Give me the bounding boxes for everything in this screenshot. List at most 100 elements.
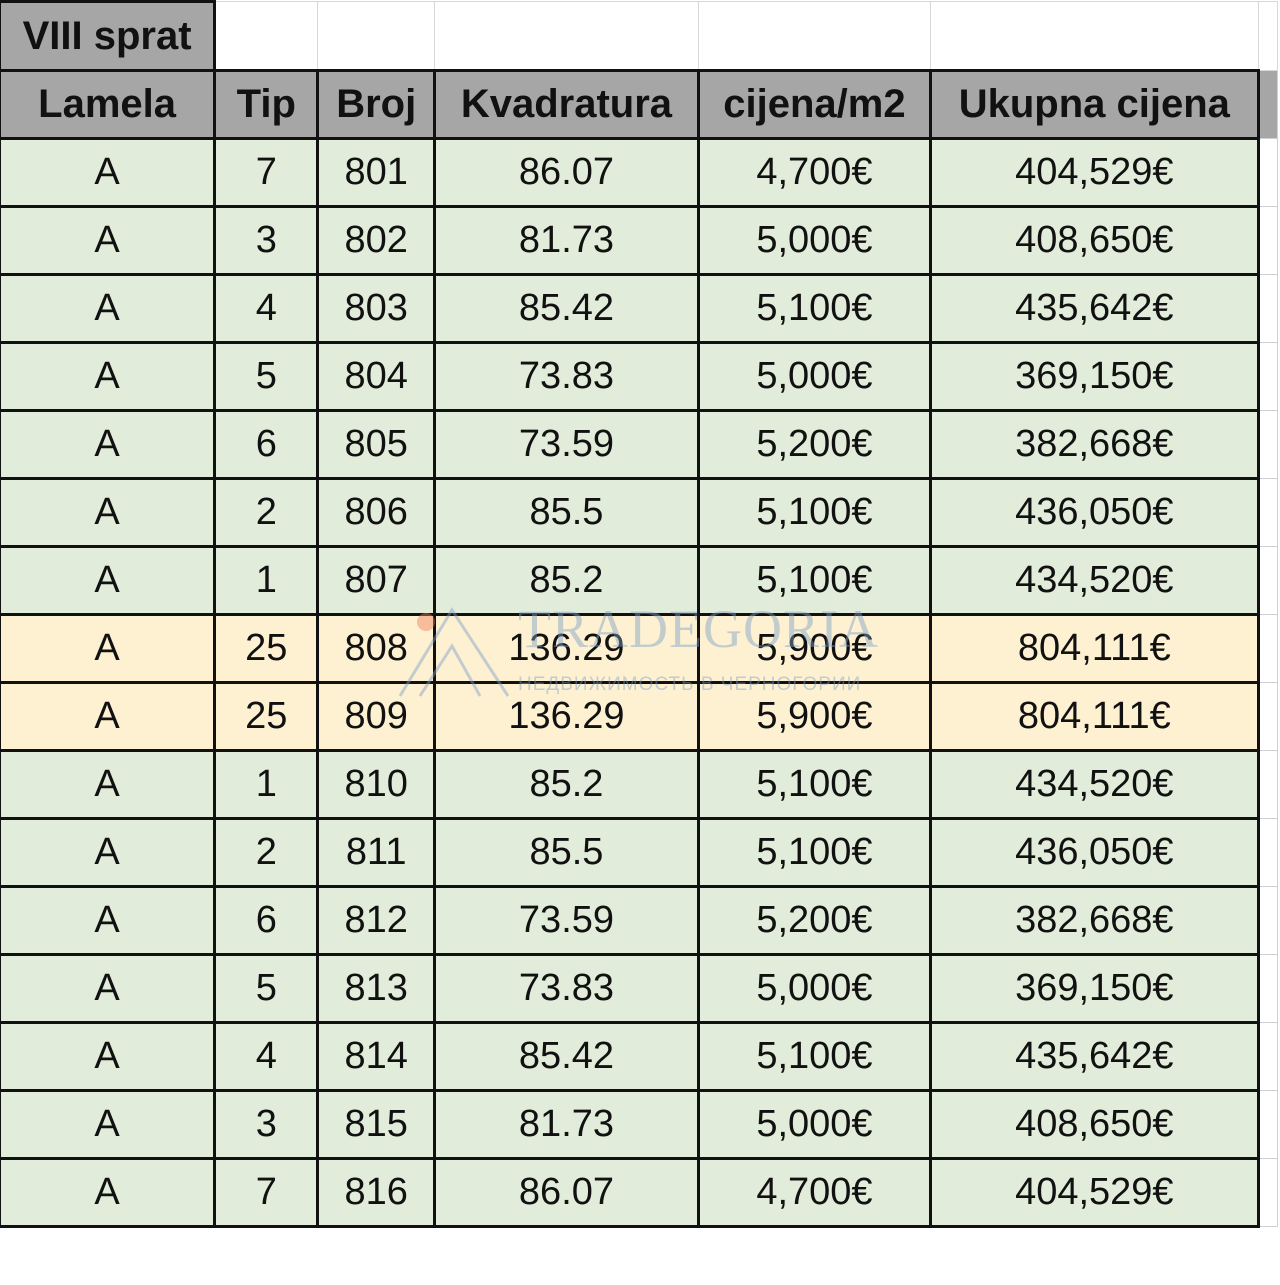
- cell-broj[interactable]: 804: [316, 341, 437, 412]
- cell-tip[interactable]: 2: [213, 817, 320, 888]
- cell-broj[interactable]: 807: [316, 545, 437, 616]
- cell-cijena-m2[interactable]: 5,100€: [696, 1021, 932, 1092]
- cell-kvadratura[interactable]: 85.42: [433, 1021, 700, 1092]
- cell-kvadratura[interactable]: 81.73: [433, 1089, 700, 1160]
- cell-tip[interactable]: 2: [213, 477, 320, 548]
- cell-ukupna-cijena[interactable]: 382,668€: [928, 885, 1260, 956]
- cell-broj[interactable]: 805: [316, 409, 437, 480]
- cell-broj[interactable]: 808: [316, 613, 437, 684]
- column-header-lamela[interactable]: Lamela: [0, 69, 217, 140]
- empty-cell[interactable]: [1256, 954, 1279, 1023]
- cell-tip[interactable]: 7: [213, 137, 320, 208]
- cell-ukupna-cijena[interactable]: 404,529€: [928, 1157, 1260, 1228]
- empty-cell[interactable]: [1256, 478, 1279, 547]
- empty-cell[interactable]: [1256, 1022, 1279, 1091]
- cell-cijena-m2[interactable]: 5,100€: [696, 273, 932, 344]
- cell-lamela[interactable]: A: [0, 273, 217, 344]
- cell-tip[interactable]: 5: [213, 341, 320, 412]
- empty-cell[interactable]: [1256, 206, 1279, 275]
- empty-cell[interactable]: [1256, 750, 1279, 819]
- cell-tip[interactable]: 4: [213, 273, 320, 344]
- empty-cell[interactable]: [1257, 1, 1279, 71]
- cell-kvadratura[interactable]: 81.73: [433, 205, 700, 276]
- cell-broj[interactable]: 803: [316, 273, 437, 344]
- empty-cell[interactable]: [317, 1, 436, 71]
- empty-cell[interactable]: [1256, 614, 1279, 683]
- cell-cijena-m2[interactable]: 5,900€: [696, 613, 932, 684]
- cell-kvadratura[interactable]: 86.07: [433, 137, 700, 208]
- cell-broj[interactable]: 816: [316, 1157, 437, 1228]
- empty-cell[interactable]: [1256, 1090, 1279, 1159]
- cell-cijena-m2[interactable]: 4,700€: [696, 137, 932, 208]
- cell-tip[interactable]: 3: [213, 1089, 320, 1160]
- cell-kvadratura[interactable]: 85.42: [433, 273, 700, 344]
- cell-lamela[interactable]: A: [0, 1089, 217, 1160]
- cell-cijena-m2[interactable]: 5,100€: [696, 545, 932, 616]
- cell-tip[interactable]: 25: [213, 681, 320, 752]
- cell-kvadratura[interactable]: 73.59: [433, 885, 700, 956]
- cell-lamela[interactable]: A: [0, 1021, 217, 1092]
- cell-cijena-m2[interactable]: 5,000€: [696, 341, 932, 412]
- cell-cijena-m2[interactable]: 4,700€: [696, 1157, 932, 1228]
- cell-lamela[interactable]: A: [0, 953, 217, 1024]
- cell-broj[interactable]: 810: [316, 749, 437, 820]
- empty-cell[interactable]: [1256, 410, 1279, 479]
- sheet-title[interactable]: VIII sprat: [0, 0, 217, 72]
- cell-broj[interactable]: 811: [316, 817, 437, 888]
- cell-lamela[interactable]: A: [0, 409, 217, 480]
- cell-cijena-m2[interactable]: 5,000€: [696, 1089, 932, 1160]
- cell-kvadratura[interactable]: 85.2: [433, 749, 700, 820]
- cell-kvadratura[interactable]: 73.83: [433, 953, 700, 1024]
- cell-cijena-m2[interactable]: 5,100€: [696, 477, 932, 548]
- cell-lamela[interactable]: A: [0, 137, 217, 208]
- cell-ukupna-cijena[interactable]: 404,529€: [928, 137, 1260, 208]
- column-header-kvadratura[interactable]: Kvadratura: [433, 69, 700, 140]
- cell-ukupna-cijena[interactable]: 435,642€: [928, 1021, 1260, 1092]
- cell-cijena-m2[interactable]: 5,000€: [696, 953, 932, 1024]
- cell-kvadratura[interactable]: 85.2: [433, 545, 700, 616]
- cell-ukupna-cijena[interactable]: 804,111€: [928, 681, 1260, 752]
- cell-lamela[interactable]: A: [0, 749, 217, 820]
- cell-tip[interactable]: 3: [213, 205, 320, 276]
- cell-cijena-m2[interactable]: 5,900€: [696, 681, 932, 752]
- cell-ukupna-cijena[interactable]: 436,050€: [928, 817, 1260, 888]
- empty-cell[interactable]: [214, 1, 319, 71]
- empty-cell[interactable]: [1256, 886, 1279, 955]
- cell-broj[interactable]: 801: [316, 137, 437, 208]
- cell-tip[interactable]: 6: [213, 885, 320, 956]
- cell-kvadratura[interactable]: 86.07: [433, 1157, 700, 1228]
- cell-broj[interactable]: 812: [316, 885, 437, 956]
- cell-tip[interactable]: 25: [213, 613, 320, 684]
- cell-tip[interactable]: 6: [213, 409, 320, 480]
- cell-tip[interactable]: 7: [213, 1157, 320, 1228]
- cell-kvadratura[interactable]: 85.5: [433, 477, 700, 548]
- cell-cijena-m2[interactable]: 5,200€: [696, 885, 932, 956]
- empty-cell[interactable]: [1256, 274, 1279, 343]
- cell-ukupna-cijena[interactable]: 408,650€: [928, 205, 1260, 276]
- column-header-ukupna-cijena[interactable]: Ukupna cijena: [928, 69, 1260, 140]
- cell-lamela[interactable]: A: [0, 885, 217, 956]
- empty-cell[interactable]: [1256, 546, 1279, 615]
- cell-broj[interactable]: 814: [316, 1021, 437, 1092]
- cell-tip[interactable]: 4: [213, 1021, 320, 1092]
- empty-cell[interactable]: [1256, 138, 1279, 207]
- cell-ukupna-cijena[interactable]: 408,650€: [928, 1089, 1260, 1160]
- empty-cell[interactable]: [929, 1, 1259, 71]
- cell-lamela[interactable]: A: [0, 545, 217, 616]
- cell-cijena-m2[interactable]: 5,100€: [696, 749, 932, 820]
- empty-cell[interactable]: [1256, 70, 1279, 139]
- empty-cell[interactable]: [1256, 818, 1279, 887]
- cell-lamela[interactable]: A: [0, 341, 217, 412]
- cell-kvadratura[interactable]: 136.29: [433, 681, 700, 752]
- cell-broj[interactable]: 809: [316, 681, 437, 752]
- column-header-cijena-m2[interactable]: cijena/m2: [696, 69, 932, 140]
- cell-ukupna-cijena[interactable]: 382,668€: [928, 409, 1260, 480]
- cell-ukupna-cijena[interactable]: 369,150€: [928, 953, 1260, 1024]
- cell-cijena-m2[interactable]: 5,100€: [696, 817, 932, 888]
- cell-kvadratura[interactable]: 85.5: [433, 817, 700, 888]
- cell-lamela[interactable]: A: [0, 817, 217, 888]
- cell-ukupna-cijena[interactable]: 434,520€: [928, 749, 1260, 820]
- empty-cell[interactable]: [1256, 682, 1279, 751]
- cell-broj[interactable]: 806: [316, 477, 437, 548]
- cell-kvadratura[interactable]: 136.29: [433, 613, 700, 684]
